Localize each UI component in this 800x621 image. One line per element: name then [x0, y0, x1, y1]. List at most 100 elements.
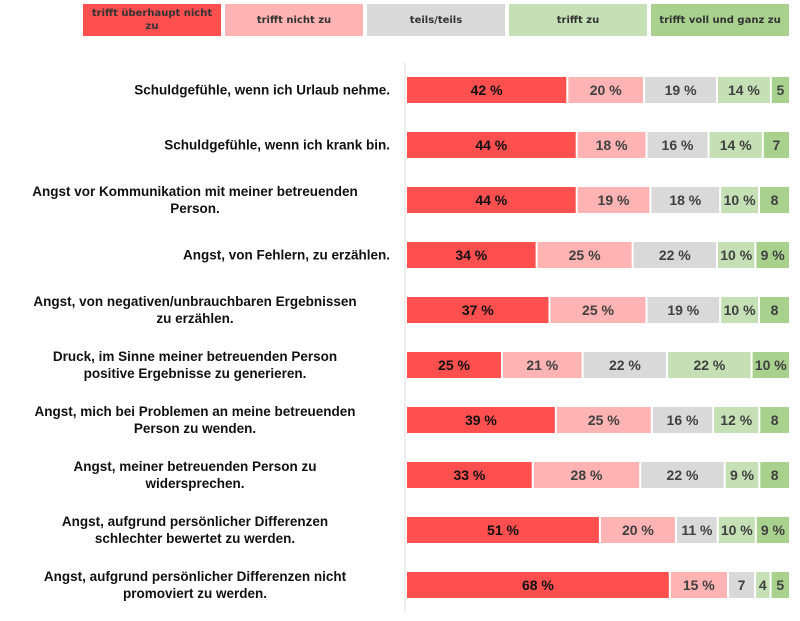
- legend-item-strongly-disagree: trifft überhaupt nicht zu: [83, 4, 221, 36]
- bar-segment-neutral: [641, 462, 724, 488]
- data-label: 25 %: [569, 247, 601, 263]
- bar-segment-strongly-agree: [760, 407, 789, 433]
- category-label-line: Person.: [170, 201, 220, 216]
- category-label: Druck, im Sinne meiner betreuenden Perso…: [0, 348, 390, 382]
- legend-item-strongly-agree: trifft voll und ganz zu: [651, 4, 789, 36]
- data-label: 19 %: [667, 302, 699, 318]
- legend: trifft überhaupt nicht zu trifft nicht z…: [83, 4, 789, 36]
- bar-segment-neutral: [651, 187, 720, 213]
- data-label: 10 %: [721, 522, 753, 538]
- data-label: 14 %: [728, 82, 760, 98]
- bar-segment-neutral: [647, 297, 720, 323]
- bar-segment-agree: [709, 132, 762, 158]
- bar-segment-agree: [718, 242, 755, 268]
- data-label: 14 %: [720, 137, 752, 153]
- category-label: Angst, aufgrund persönlicher Differenzen…: [0, 513, 390, 547]
- data-label: 5: [777, 82, 785, 98]
- category-label: Angst, mich bei Problemen an meine betre…: [0, 403, 390, 437]
- data-label: 11 %: [681, 522, 713, 538]
- category-label-line: Druck, im Sinne meiner betreuenden Perso…: [52, 349, 338, 364]
- legend-item-disagree: trifft nicht zu: [225, 4, 363, 36]
- data-label: 44 %: [475, 137, 507, 153]
- data-label: 25 %: [582, 302, 614, 318]
- category-label-line: Angst, aufgrund persönlicher Differenzen…: [43, 569, 347, 584]
- category-label-line: promoviert zu werden.: [122, 586, 268, 601]
- bar-segment-strongly-agree: [760, 297, 789, 323]
- category-label: Angst, von Fehlern, zu erzählen.: [0, 247, 390, 264]
- data-label: 20 %: [622, 522, 654, 538]
- data-label: 9 %: [761, 522, 786, 538]
- bar-segment-agree: [756, 572, 770, 598]
- bar-segment-strongly-disagree: [407, 297, 549, 323]
- data-label: 44 %: [475, 192, 507, 208]
- bar-segment-agree: [718, 517, 755, 543]
- bar-segment-strongly-disagree: [407, 462, 532, 488]
- data-label: 19 %: [665, 82, 697, 98]
- category-label-line: schlechter bewertet zu werden.: [94, 531, 296, 546]
- bar-segment-disagree: [568, 77, 644, 103]
- category-label: Schuldgefühle, wenn ich krank bin.: [0, 137, 390, 154]
- bar-segment-disagree: [577, 187, 650, 213]
- data-label: 51 %: [487, 522, 519, 538]
- bar-segment-agree: [721, 187, 758, 213]
- bar-segment-strongly-disagree: [407, 572, 669, 598]
- bar-segment-disagree: [556, 407, 651, 433]
- data-label: 25 %: [438, 357, 470, 373]
- bar-segment-disagree: [600, 517, 675, 543]
- data-label: 8: [771, 412, 779, 428]
- category-label: Schuldgefühle, wenn ich Urlaub nehme.: [0, 82, 390, 99]
- category-label: Angst, aufgrund persönlicher Differenzen…: [0, 568, 390, 602]
- data-label: 10 %: [755, 357, 787, 373]
- bar-segment-strongly-agree: [771, 77, 789, 103]
- data-label: 39 %: [465, 412, 497, 428]
- bar-segment-strongly-agree: [760, 187, 789, 213]
- data-label: 9 %: [761, 247, 786, 263]
- data-label: 8: [771, 192, 779, 208]
- bar-segment-strongly-disagree: [407, 517, 599, 543]
- category-label-line: Angst, mich bei Problemen an meine betre…: [34, 404, 356, 419]
- bar-segment-strongly-agree: [763, 132, 789, 158]
- data-label: 21 %: [526, 357, 558, 373]
- bar-segment-strongly-agree: [771, 572, 789, 598]
- category-label-line: Schuldgefühle, wenn ich Urlaub nehme.: [134, 82, 390, 98]
- y-axis-line: [404, 62, 406, 612]
- data-label: 22 %: [693, 357, 725, 373]
- bar-segment-strongly-agree: [756, 517, 789, 543]
- bar-segment-disagree: [550, 297, 646, 323]
- data-label: 25 %: [588, 412, 620, 428]
- legend-item-neutral: teils/teils: [367, 4, 505, 36]
- category-label-line: Angst, von Fehlern, zu erzählen.: [182, 247, 390, 263]
- data-label: 15 %: [683, 577, 715, 593]
- bar-segment-neutral: [583, 352, 667, 378]
- bar-segment-agree: [725, 462, 759, 488]
- category-label: Angst, meiner betreuenden Person zu wider…: [0, 458, 390, 492]
- bar-segment-strongly-disagree: [407, 242, 536, 268]
- bar-segment-strongly-disagree: [407, 187, 576, 213]
- data-label: 10 %: [724, 192, 756, 208]
- category-label-line: Angst vor Kommunikation mit meiner betre…: [32, 184, 358, 199]
- data-label: 8: [771, 302, 779, 318]
- bar-segment-neutral: [645, 77, 717, 103]
- bar-segment-strongly-disagree: [407, 77, 567, 103]
- data-label: 22 %: [609, 357, 641, 373]
- data-label: 10 %: [720, 247, 752, 263]
- data-label: 5: [776, 577, 784, 593]
- category-label-line: Person zu wenden.: [133, 421, 257, 436]
- bar-segment-strongly-disagree: [407, 132, 576, 158]
- data-label: 4: [759, 577, 767, 593]
- data-label: 22 %: [659, 247, 691, 263]
- data-label: 10 %: [724, 302, 756, 318]
- bar-segment-strongly-disagree: [407, 407, 555, 433]
- data-label: 19 %: [598, 192, 630, 208]
- bar-segment-neutral: [728, 572, 755, 598]
- data-label: 34 %: [455, 247, 487, 263]
- bar-segment-disagree: [577, 132, 646, 158]
- bar-segment-strongly-agree: [752, 352, 789, 378]
- bar-segment-strongly-agree: [760, 462, 789, 488]
- data-label: 20 %: [590, 82, 622, 98]
- data-label: 7: [773, 137, 781, 153]
- bar-segment-disagree: [670, 572, 727, 598]
- data-label: 9 %: [730, 467, 755, 483]
- data-label: 7: [738, 577, 746, 593]
